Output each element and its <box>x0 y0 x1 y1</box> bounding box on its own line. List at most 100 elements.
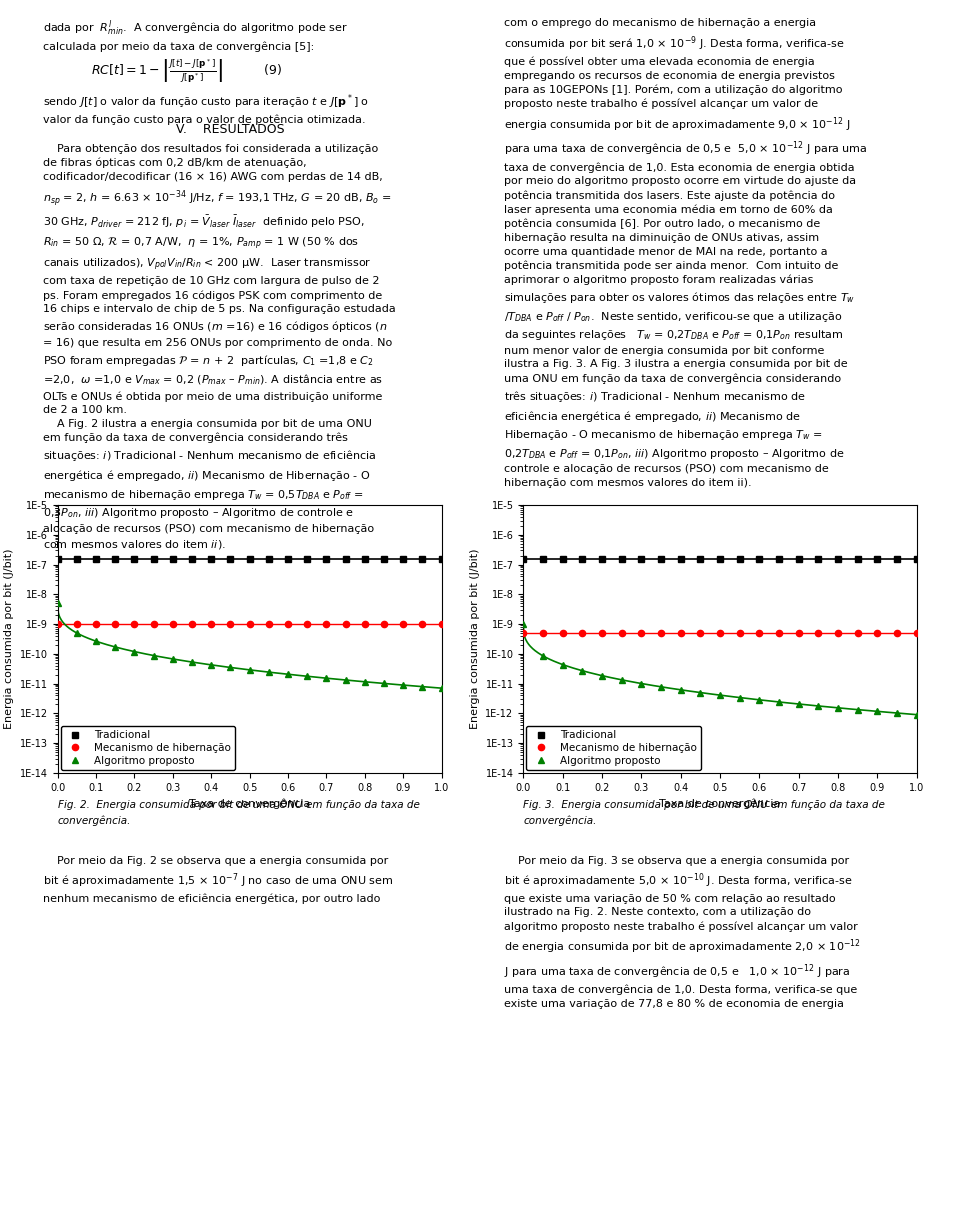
Text: V.    RESULTADOS: V. RESULTADOS <box>176 123 285 136</box>
Algoritmo proposto <box>340 673 351 688</box>
Algoritmo proposto <box>812 699 824 713</box>
Mecanismo de hibernação <box>90 617 102 632</box>
Mecanismo de hibernação <box>911 626 923 640</box>
Line: Tradicional: Tradicional <box>520 556 920 562</box>
Mecanismo de hibernação <box>714 626 726 640</box>
Tradicional <box>734 553 746 567</box>
Algoritmo proposto <box>714 688 726 702</box>
Text: Por meio da Fig. 3 se observa que a energia consumida por
bit é aproximadamente : Por meio da Fig. 3 se observa que a ener… <box>504 856 861 1009</box>
Algoritmo proposto <box>90 634 102 649</box>
Tradicional <box>263 553 275 567</box>
Tradicional <box>301 553 313 567</box>
Algoritmo proposto <box>636 677 647 691</box>
Line: Tradicional: Tradicional <box>55 556 444 562</box>
Algoritmo proposto <box>754 692 765 707</box>
Text: convergência.: convergência. <box>58 815 131 826</box>
Text: com o emprego do mecanismo de hibernação a energia
consumida por bit será 1,0 × : com o emprego do mecanismo de hibernação… <box>504 18 868 488</box>
Tradicional <box>557 553 568 567</box>
Algoritmo proposto <box>538 649 549 663</box>
Algoritmo proposto <box>436 680 447 695</box>
Algoritmo proposto <box>832 701 844 716</box>
Y-axis label: Energia consumida por bit (J/bit): Energia consumida por bit (J/bit) <box>4 549 14 729</box>
Text: $RC[t] = 1 - \left|\frac{J[t]-J[\mathbf{p}^*]}{J[\mathbf{p}^*]}\right|$         : $RC[t] = 1 - \left|\frac{J[t]-J[\mathbf{… <box>91 57 282 85</box>
Tradicional <box>616 553 628 567</box>
Algoritmo proposto <box>52 596 63 611</box>
Algoritmo proposto <box>359 674 371 689</box>
Algoritmo proposto <box>397 678 409 692</box>
Mecanismo de hibernação <box>148 617 159 632</box>
Tradicional <box>340 553 351 567</box>
Tradicional <box>71 553 83 567</box>
X-axis label: Taxa de convergência: Taxa de convergência <box>189 798 310 808</box>
Tradicional <box>636 553 647 567</box>
Mecanismo de hibernação <box>52 617 63 632</box>
Tradicional <box>436 553 447 567</box>
Text: Fig. 3.  Energia consumida por bit de uma ONU em função da taxa de: Fig. 3. Energia consumida por bit de uma… <box>523 800 885 809</box>
Algoritmo proposto <box>148 649 159 663</box>
Tradicional <box>167 553 179 567</box>
Tradicional <box>774 553 785 567</box>
Text: dada por  $R^l_{min}$.  A convergência do algoritmo pode ser
calculada por meio : dada por $R^l_{min}$. A convergência do … <box>43 18 348 52</box>
Tradicional <box>225 553 236 567</box>
Tradicional <box>90 553 102 567</box>
Algoritmo proposto <box>734 690 746 705</box>
Text: Fig. 2.  Energia consumida por bit de uma ONU em função da taxa de: Fig. 2. Energia consumida por bit de uma… <box>58 800 420 809</box>
Algoritmo proposto <box>205 657 217 672</box>
Mecanismo de hibernação <box>616 626 628 640</box>
Tradicional <box>186 553 198 567</box>
Algoritmo proposto <box>616 673 628 688</box>
Mecanismo de hibernação <box>754 626 765 640</box>
X-axis label: Taxa de convergência: Taxa de convergência <box>660 798 780 808</box>
Algoritmo proposto <box>167 651 179 666</box>
Line: Algoritmo proposto: Algoritmo proposto <box>55 600 444 691</box>
Mecanismo de hibernação <box>301 617 313 632</box>
Tradicional <box>911 553 923 567</box>
Mecanismo de hibernação <box>359 617 371 632</box>
Tradicional <box>52 553 63 567</box>
Mecanismo de hibernação <box>872 626 883 640</box>
Mecanismo de hibernação <box>852 626 864 640</box>
Mecanismo de hibernação <box>596 626 608 640</box>
Mecanismo de hibernação <box>186 617 198 632</box>
Tradicional <box>675 553 686 567</box>
Algoritmo proposto <box>596 668 608 683</box>
Tradicional <box>109 553 121 567</box>
Algoritmo proposto <box>852 702 864 717</box>
Mecanismo de hibernação <box>263 617 275 632</box>
Y-axis label: Energia consumida por bit (J/bit): Energia consumida por bit (J/bit) <box>469 549 480 729</box>
Tradicional <box>378 553 390 567</box>
Mecanismo de hibernação <box>793 626 804 640</box>
Mecanismo de hibernação <box>282 617 294 632</box>
Mecanismo de hibernação <box>812 626 824 640</box>
Mecanismo de hibernação <box>167 617 179 632</box>
Algoritmo proposto <box>872 705 883 719</box>
Tradicional <box>852 553 864 567</box>
Algoritmo proposto <box>225 660 236 674</box>
Mecanismo de hibernação <box>576 626 588 640</box>
Mecanismo de hibernação <box>517 626 529 640</box>
Tradicional <box>812 553 824 567</box>
Mecanismo de hibernação <box>397 617 409 632</box>
Tradicional <box>754 553 765 567</box>
Algoritmo proposto <box>417 679 428 694</box>
Tradicional <box>397 553 409 567</box>
Algoritmo proposto <box>244 662 255 677</box>
Mecanismo de hibernação <box>892 626 903 640</box>
Algoritmo proposto <box>774 695 785 710</box>
Tradicional <box>655 553 666 567</box>
Mecanismo de hibernação <box>244 617 255 632</box>
Algoritmo proposto <box>517 617 529 632</box>
Legend: Tradicional, Mecanismo de hibernação, Algoritmo proposto: Tradicional, Mecanismo de hibernação, Al… <box>526 727 701 769</box>
Mecanismo de hibernação <box>734 626 746 640</box>
Mecanismo de hibernação <box>378 617 390 632</box>
Algoritmo proposto <box>282 667 294 682</box>
Line: Mecanismo de hibernação: Mecanismo de hibernação <box>55 621 444 627</box>
Algoritmo proposto <box>655 679 666 694</box>
Mecanismo de hibernação <box>71 617 83 632</box>
Tradicional <box>321 553 332 567</box>
Mecanismo de hibernação <box>675 626 686 640</box>
Algoritmo proposto <box>186 655 198 669</box>
Mecanismo de hibernação <box>436 617 447 632</box>
Mecanismo de hibernação <box>655 626 666 640</box>
Tradicional <box>244 553 255 567</box>
